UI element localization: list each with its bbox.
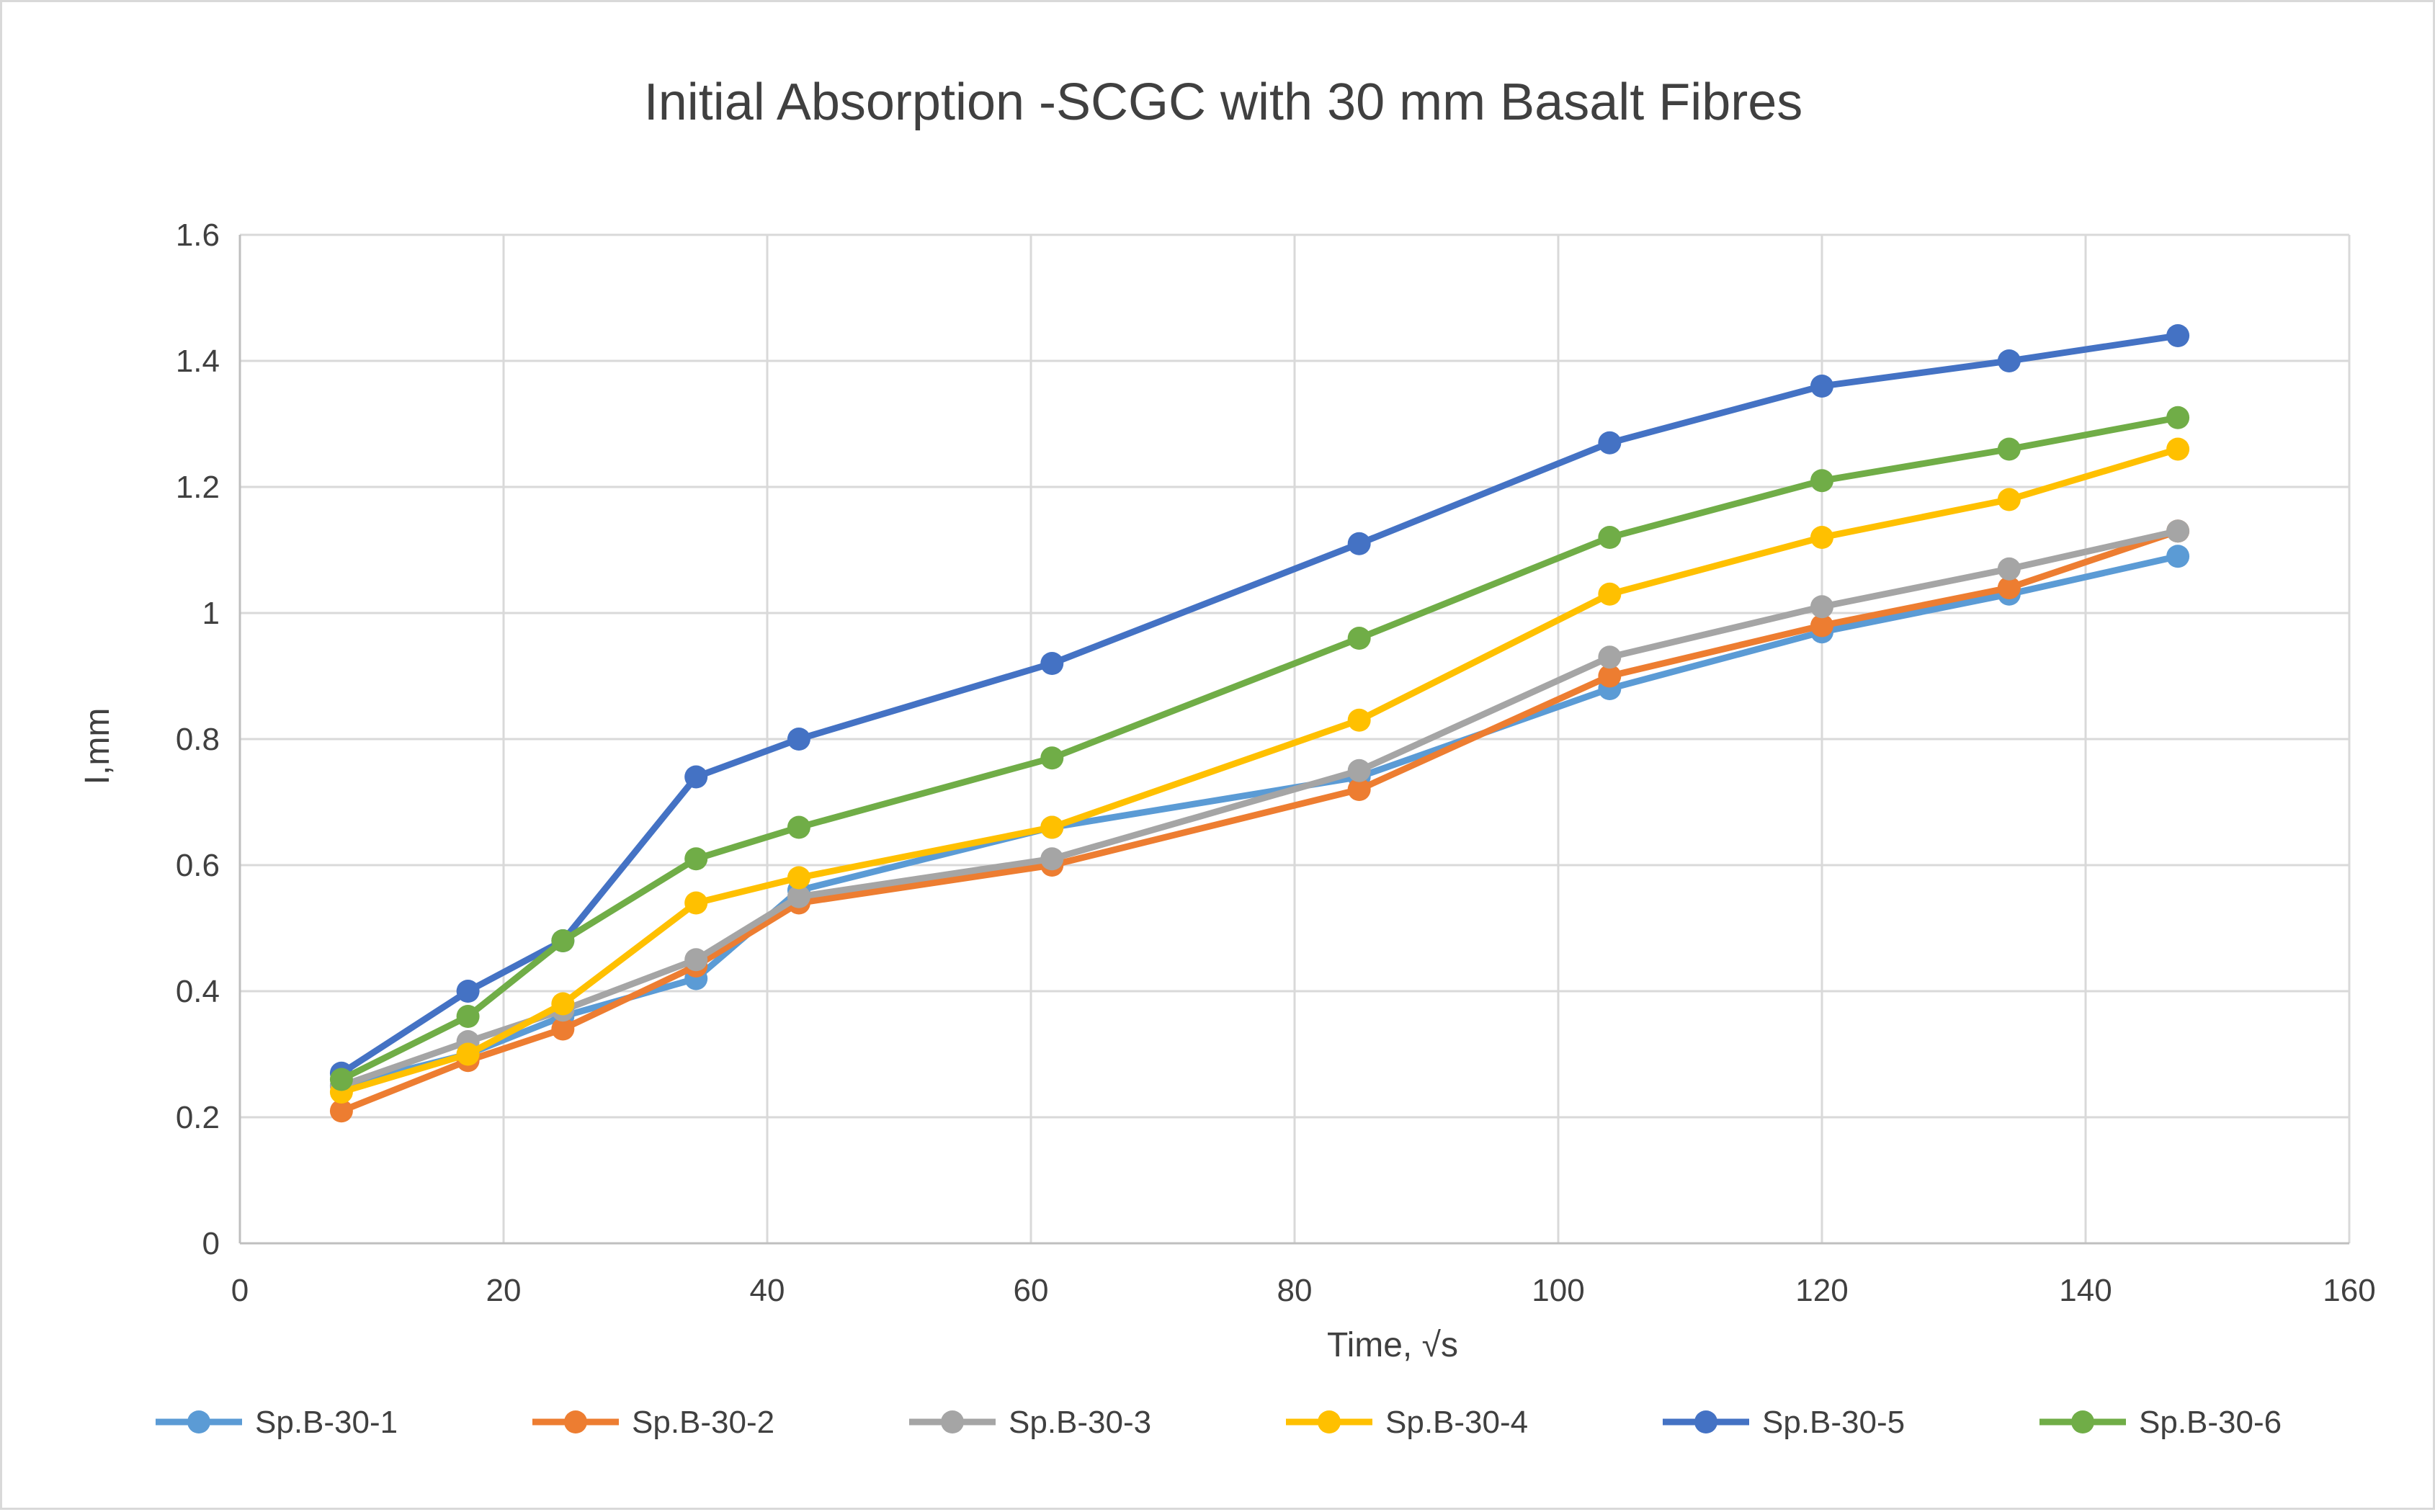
y-tick-label: 0.2: [176, 1100, 220, 1135]
data-point: [2166, 406, 2190, 429]
data-point: [1347, 708, 1371, 732]
data-point: [1347, 778, 1371, 801]
data-point: [456, 1005, 480, 1028]
y-tick-label: 0.6: [176, 848, 220, 883]
x-tick-label: 40: [750, 1273, 785, 1308]
data-point: [1347, 532, 1371, 555]
data-point: [1040, 815, 1064, 839]
data-point: [1598, 431, 1622, 455]
legend-label: Sp.B-30-1: [255, 1405, 398, 1440]
data-point: [1040, 652, 1064, 675]
data-point: [2166, 437, 2190, 461]
gridlines: [238, 233, 2351, 1245]
data-point: [787, 885, 810, 908]
data-point: [1810, 526, 1833, 549]
axes: [238, 235, 2349, 1245]
legend-item-sp-b-30-3: Sp.B-30-3: [909, 1405, 1151, 1440]
legend-swatch-marker: [1694, 1410, 1717, 1433]
data-point: [1040, 746, 1064, 770]
data-point: [787, 728, 810, 751]
data-point: [1810, 595, 1833, 619]
data-point: [1598, 526, 1622, 549]
data-point: [456, 980, 480, 1003]
legend-swatch-marker: [1318, 1410, 1341, 1433]
data-point: [2166, 324, 2190, 347]
legend-item-sp-b-30-6: Sp.B-30-6: [2039, 1405, 2282, 1440]
data-point: [456, 1042, 480, 1066]
y-tick-label: 1: [202, 596, 220, 631]
series-sp-b-30-6: [329, 406, 2190, 1091]
data-point: [787, 815, 810, 839]
legend-label: Sp.B-30-2: [632, 1405, 774, 1440]
data-point: [1598, 582, 1622, 606]
legend-item-sp-b-30-1: Sp.B-30-1: [156, 1405, 398, 1440]
data-point: [1997, 576, 2021, 599]
data-point: [2166, 519, 2190, 543]
legend-label: Sp.B-30-3: [1009, 1405, 1151, 1440]
tick-labels: 0 0.2 0.4 0.6 0.8 1 1.2 1.4 1.6 0 20 40 60 80 100 120 14…: [176, 218, 2376, 1308]
legend-swatch-marker: [187, 1410, 210, 1433]
data-point: [1598, 664, 1622, 688]
data-point: [684, 948, 708, 972]
data-point: [684, 847, 708, 871]
data-point: [1040, 847, 1064, 871]
x-tick-label: 60: [1014, 1273, 1049, 1308]
series-sp-b-30-1: [329, 545, 2190, 1098]
data-point: [1997, 437, 2021, 461]
data-point: [1810, 614, 1833, 638]
y-tick-label: 1.6: [176, 218, 220, 253]
legend-item-sp-b-30-4: Sp.B-30-4: [1286, 1405, 1528, 1440]
data-point: [551, 992, 575, 1016]
data-point: [1598, 645, 1622, 669]
legend-item-sp-b-30-2: Sp.B-30-2: [532, 1405, 774, 1440]
data-point: [1997, 557, 2021, 581]
y-tick-label: 0.4: [176, 974, 220, 1009]
legend-item-sp-b-30-5: Sp.B-30-5: [1663, 1405, 1905, 1440]
data-point: [551, 1017, 575, 1041]
x-tick-label: 120: [1795, 1273, 1848, 1308]
y-tick-label: 0: [202, 1226, 220, 1261]
x-tick-label: 0: [231, 1273, 249, 1308]
data-point: [684, 891, 708, 915]
y-tick-label: 1.2: [176, 470, 220, 505]
x-tick-label: 160: [2323, 1273, 2375, 1308]
y-tick-label: 1.4: [176, 344, 220, 379]
legend-label: Sp.B-30-6: [2139, 1405, 2282, 1440]
data-point: [329, 1099, 353, 1123]
series-lines: [329, 324, 2190, 1123]
data-point: [684, 765, 708, 789]
y-tick-label: 0.8: [176, 722, 220, 757]
data-point: [1810, 469, 1833, 493]
legend: Sp.B-30-1 Sp.B-30-2 Sp.B-30-3 Sp.B-30-4 Sp.B…: [156, 1405, 2282, 1440]
series-sp-b-30-2: [329, 519, 2190, 1123]
data-point: [329, 1068, 353, 1091]
series-line-sp-b-30-4: [338, 446, 2181, 1096]
x-tick-label: 100: [1532, 1273, 1584, 1308]
data-point: [1347, 627, 1371, 650]
series-sp-b-30-4: [329, 437, 2190, 1104]
legend-swatch-marker: [564, 1410, 587, 1433]
legend-label: Sp.B-30-4: [1385, 1405, 1528, 1440]
data-point: [1997, 349, 2021, 372]
data-point: [2166, 545, 2190, 568]
y-axis-label: I,mm: [79, 708, 117, 785]
series-line-sp-b-30-6: [338, 414, 2181, 1083]
data-point: [1347, 759, 1371, 782]
legend-swatch-marker: [2071, 1410, 2094, 1433]
legend-swatch-marker: [941, 1410, 964, 1433]
data-point: [787, 866, 810, 890]
x-tick-label: 140: [2059, 1273, 2112, 1308]
x-axis-label: Time, √s: [1327, 1326, 1458, 1364]
legend-label: Sp.B-30-5: [1762, 1405, 1905, 1440]
data-point: [551, 929, 575, 952]
x-tick-label: 20: [486, 1273, 522, 1308]
chart-title: Initial Absorption -SCGC with 30 mm Basa…: [644, 73, 1803, 131]
x-tick-label: 80: [1277, 1273, 1313, 1308]
data-point: [1810, 375, 1833, 398]
data-point: [1997, 488, 2021, 511]
